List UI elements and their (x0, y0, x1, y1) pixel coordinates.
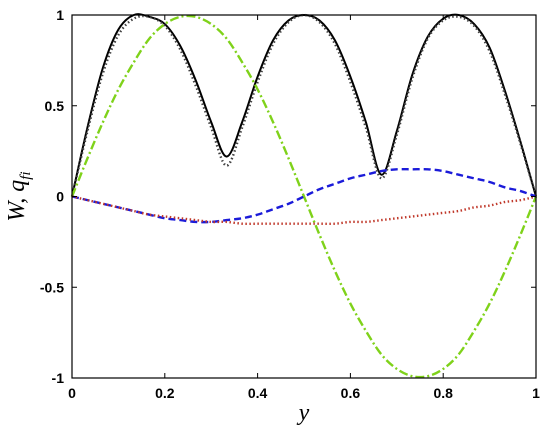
y-tick-label: -0.5 (40, 279, 64, 295)
series-line-1 (71, 13, 537, 197)
tick-layer: 0 0.2 0.4 0.6 0.8 1 -1 -0.5 0 0.5 1 (40, 7, 540, 401)
x-tick-label: 0 (68, 385, 76, 401)
y-axis-label: W, qfi (4, 171, 34, 221)
series-line-2 (70, 13, 538, 197)
x-tick-label: 0.6 (341, 385, 361, 401)
y-axis-label-separator: , (4, 192, 30, 204)
x-tick-label: 0.8 (433, 385, 453, 401)
x-tick-label: 1 (532, 385, 540, 401)
series-line-5 (71, 195, 537, 226)
y-tick-label: 0 (56, 189, 64, 205)
x-tick-label: 0.2 (155, 385, 175, 401)
y-tick-label: 0.5 (45, 98, 65, 114)
y-axis-label-subscript: fi (18, 171, 34, 179)
y-tick-label: 1 (56, 7, 64, 23)
y-axis-label-q: q (4, 180, 30, 192)
x-tick-label: 0.4 (248, 385, 268, 401)
x-axis-label: y (297, 400, 310, 426)
series-layer (70, 13, 538, 379)
y-tick-label: -1 (52, 370, 65, 386)
y-axis-label-w: W (4, 200, 30, 222)
series-line-3 (70, 14, 538, 379)
series-line-4 (71, 167, 537, 224)
